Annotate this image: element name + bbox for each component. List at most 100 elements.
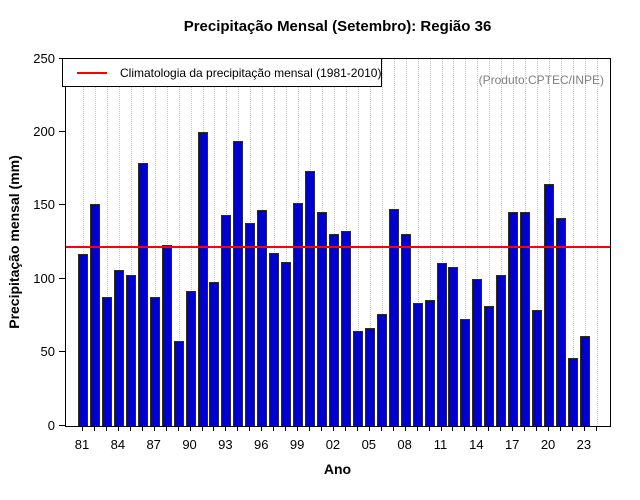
x-tick-label-84: 84 bbox=[110, 437, 126, 452]
y-tick-label-50: 50 bbox=[40, 344, 55, 360]
x-tick bbox=[595, 426, 597, 431]
x-tick bbox=[356, 426, 358, 431]
x-tick bbox=[225, 426, 227, 431]
gridline bbox=[429, 59, 431, 426]
gridline bbox=[190, 59, 192, 426]
gridline bbox=[417, 59, 419, 426]
gridline bbox=[501, 59, 503, 426]
legend-line-icon bbox=[77, 71, 107, 74]
x-tick bbox=[488, 426, 490, 431]
x-tick bbox=[560, 426, 561, 431]
y-tick bbox=[59, 130, 65, 132]
plot-area bbox=[65, 58, 611, 427]
bar-1988 bbox=[161, 245, 172, 426]
gridline bbox=[214, 59, 216, 426]
gridline bbox=[453, 59, 455, 426]
x-tick bbox=[141, 426, 143, 431]
gridline bbox=[130, 59, 132, 426]
x-tick-label-23: 23 bbox=[576, 437, 592, 452]
x-tick bbox=[464, 426, 466, 431]
x-tick bbox=[165, 426, 167, 431]
gridline bbox=[369, 59, 371, 426]
bar-1995 bbox=[245, 223, 256, 426]
bar-1996 bbox=[257, 210, 268, 426]
y-tick-label-0: 0 bbox=[47, 417, 55, 433]
legend-box: Climatologia da precipitação mensal (198… bbox=[62, 58, 382, 87]
bar-2011 bbox=[436, 263, 447, 426]
bar-2002 bbox=[328, 233, 339, 426]
bar-1999 bbox=[293, 202, 304, 426]
x-tick bbox=[297, 426, 299, 431]
x-tick bbox=[416, 426, 418, 431]
gridline bbox=[584, 59, 586, 426]
x-tick bbox=[571, 426, 573, 431]
bar-2013 bbox=[460, 318, 471, 426]
gridline bbox=[154, 59, 156, 426]
gridline bbox=[166, 59, 168, 426]
bar-2016 bbox=[496, 274, 507, 426]
chart-title: Precipitação Mensal (Setembro): Região 3… bbox=[183, 18, 492, 35]
x-tick bbox=[440, 426, 442, 431]
y-tick bbox=[59, 424, 65, 426]
bar-1994 bbox=[233, 141, 244, 426]
x-tick bbox=[177, 426, 179, 431]
y-tick bbox=[59, 351, 65, 353]
bar-1982 bbox=[89, 204, 100, 426]
bar-1992 bbox=[209, 282, 220, 426]
bar-2008 bbox=[400, 233, 411, 426]
gridline bbox=[381, 59, 383, 426]
x-tick-label-90: 90 bbox=[182, 437, 197, 452]
x-tick bbox=[404, 426, 406, 431]
x-tick-label-20: 20 bbox=[540, 437, 556, 452]
x-tick bbox=[105, 426, 107, 431]
x-tick-label-96: 96 bbox=[254, 437, 269, 452]
x-tick-label-05: 05 bbox=[361, 437, 377, 452]
x-tick-label-08: 08 bbox=[397, 437, 412, 452]
bar-1987 bbox=[149, 296, 160, 426]
bar-2012 bbox=[448, 267, 459, 426]
gridline bbox=[357, 59, 359, 426]
bar-2010 bbox=[424, 299, 435, 426]
bar-2005 bbox=[364, 327, 375, 426]
bar-2015 bbox=[484, 305, 495, 426]
x-tick-label-17: 17 bbox=[504, 437, 520, 452]
bar-1981 bbox=[78, 254, 88, 426]
bar-1990 bbox=[185, 290, 196, 426]
bar-2018 bbox=[520, 211, 531, 426]
bar-1997 bbox=[269, 252, 280, 426]
x-tick bbox=[273, 426, 275, 431]
bar-2022 bbox=[567, 358, 578, 426]
x-tick bbox=[117, 426, 119, 431]
bar-2023 bbox=[579, 336, 590, 426]
x-axis-title: Ano bbox=[323, 461, 352, 477]
bar-2019 bbox=[532, 310, 543, 426]
gridline bbox=[286, 59, 288, 426]
x-tick bbox=[583, 426, 585, 431]
bar-1985 bbox=[125, 274, 136, 426]
x-tick bbox=[201, 426, 203, 431]
y-tick-label-200: 200 bbox=[33, 123, 55, 139]
bar-2017 bbox=[508, 211, 519, 426]
gridline bbox=[178, 59, 180, 426]
x-tick-label-87: 87 bbox=[146, 437, 161, 452]
y-tick-label-250: 250 bbox=[33, 50, 55, 66]
x-tick bbox=[476, 426, 478, 431]
x-tick bbox=[392, 426, 394, 431]
x-tick bbox=[500, 426, 502, 431]
x-tick bbox=[249, 426, 251, 431]
y-tick bbox=[59, 204, 65, 206]
x-tick bbox=[82, 426, 83, 431]
gridline bbox=[572, 59, 574, 426]
x-tick bbox=[344, 426, 346, 431]
bar-2000 bbox=[305, 170, 316, 426]
bar-1989 bbox=[173, 340, 184, 426]
x-tick bbox=[321, 426, 322, 431]
legend-label: Climatologia da precipitação mensal (198… bbox=[120, 65, 382, 80]
x-tick bbox=[237, 426, 239, 431]
gridline bbox=[537, 59, 539, 426]
x-tick bbox=[368, 426, 370, 431]
x-tick bbox=[213, 426, 215, 431]
bar-2014 bbox=[472, 279, 483, 426]
x-tick-label-81: 81 bbox=[74, 437, 90, 452]
